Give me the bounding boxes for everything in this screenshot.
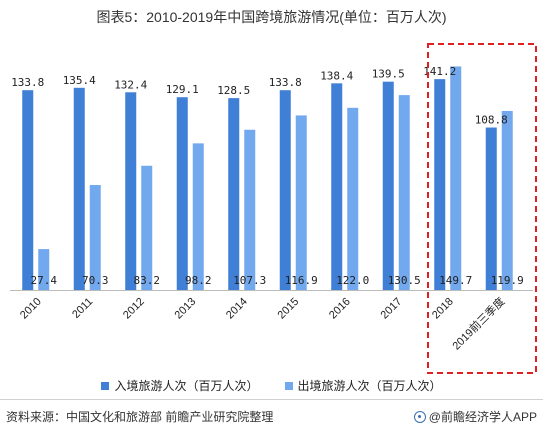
x-tick-label: 2011 <box>70 296 95 321</box>
value-label-inbound: 133.8 <box>11 76 44 89</box>
value-label-inbound: 133.8 <box>269 76 302 89</box>
legend-label-inbound: 入境旅游人次（百万人次） <box>114 379 259 393</box>
footer-divider <box>0 399 543 400</box>
value-label-outbound: 70.3 <box>82 274 109 287</box>
value-label-outbound: 149.7 <box>439 274 472 287</box>
brand-text: @前瞻经济学人APP <box>428 410 537 424</box>
x-tick-label: 2019前三季度 <box>449 294 507 352</box>
value-label-outbound: 107.3 <box>233 274 266 287</box>
value-label-inbound: 132.4 <box>114 78 147 91</box>
brand-credit: @前瞻经济学人APP <box>413 408 537 425</box>
value-label-inbound: 128.5 <box>217 84 250 97</box>
bar-inbound-2016 <box>331 83 343 291</box>
legend-item-outbound: 出境旅游人次（百万人次） <box>284 377 442 394</box>
bar-inbound-2013 <box>176 97 188 290</box>
bar-outbound-2012 <box>141 165 153 290</box>
value-label-inbound: 108.8 <box>475 114 508 127</box>
x-tick-label: 2015 <box>276 296 302 322</box>
bar-inbound-2018 <box>434 79 446 291</box>
legend-item-inbound: 入境旅游人次（百万人次） <box>101 377 259 394</box>
value-label-inbound: 138.4 <box>320 69 353 82</box>
bar-outbound-2015 <box>295 115 307 290</box>
source-note: 资料来源：中国文化和旅游部 前瞻产业研究院整理 <box>6 410 274 424</box>
value-label-inbound: 139.5 <box>372 68 405 81</box>
value-label-outbound: 130.5 <box>388 274 421 287</box>
value-label-inbound: 135.4 <box>63 74 96 87</box>
bar-inbound-2011 <box>73 87 85 290</box>
value-label-outbound: 98.2 <box>185 274 212 287</box>
value-label-outbound: 83.2 <box>134 274 161 287</box>
value-label-outbound: 116.9 <box>285 274 318 287</box>
legend-swatch-outbound <box>284 381 293 390</box>
highlight-box <box>427 43 537 374</box>
x-tick-label: 2017 <box>379 296 405 322</box>
bar-inbound-2010 <box>22 90 34 290</box>
x-tick-label: 2016 <box>327 296 353 322</box>
bar-inbound-2012 <box>125 92 137 290</box>
x-tick-label: 2010 <box>18 296 44 322</box>
bar-outbound-2014 <box>244 129 256 290</box>
value-label-inbound: 141.2 <box>423 65 456 78</box>
bar-outbound-2017 <box>398 95 410 291</box>
legend-swatch-inbound <box>101 381 110 390</box>
bar-chart: 133.8 27.4 2010 135.4 70.3 2011 132.4 83.2 2012 1… <box>10 43 537 374</box>
x-tick-label: 2013 <box>173 296 199 322</box>
bar-outbound-2010 <box>38 249 50 290</box>
bar-inbound-2015 <box>279 90 291 290</box>
value-label-outbound: 119.9 <box>491 274 524 287</box>
x-tick-label: 2012 <box>121 296 147 322</box>
bar-outbound-2013 <box>192 143 204 290</box>
brand-logo-icon <box>413 410 426 423</box>
legend-label-outbound: 出境旅游人次（百万人次） <box>297 379 442 393</box>
bar-outbound-2018 <box>450 66 462 290</box>
value-label-outbound: 27.4 <box>31 274 58 287</box>
bar-inbound-2014 <box>228 98 240 291</box>
chart-legend: 入境旅游人次（百万人次） 出境旅游人次（百万人次） <box>0 377 543 394</box>
bar-inbound-2019前三季度 <box>485 127 497 290</box>
chart-title: 图表5：2010-2019年中国跨境旅游情况(单位：百万人次) <box>96 9 447 25</box>
bar-inbound-2017 <box>382 81 394 291</box>
value-label-outbound: 122.0 <box>336 274 369 287</box>
value-label-inbound: 129.1 <box>166 83 199 96</box>
bar-outbound-2011 <box>89 185 101 290</box>
bar-outbound-2016 <box>347 107 359 291</box>
x-tick-label: 2014 <box>224 296 250 322</box>
bar-outbound-2019前三季度 <box>501 110 513 290</box>
x-tick-label: 2018 <box>430 296 456 322</box>
